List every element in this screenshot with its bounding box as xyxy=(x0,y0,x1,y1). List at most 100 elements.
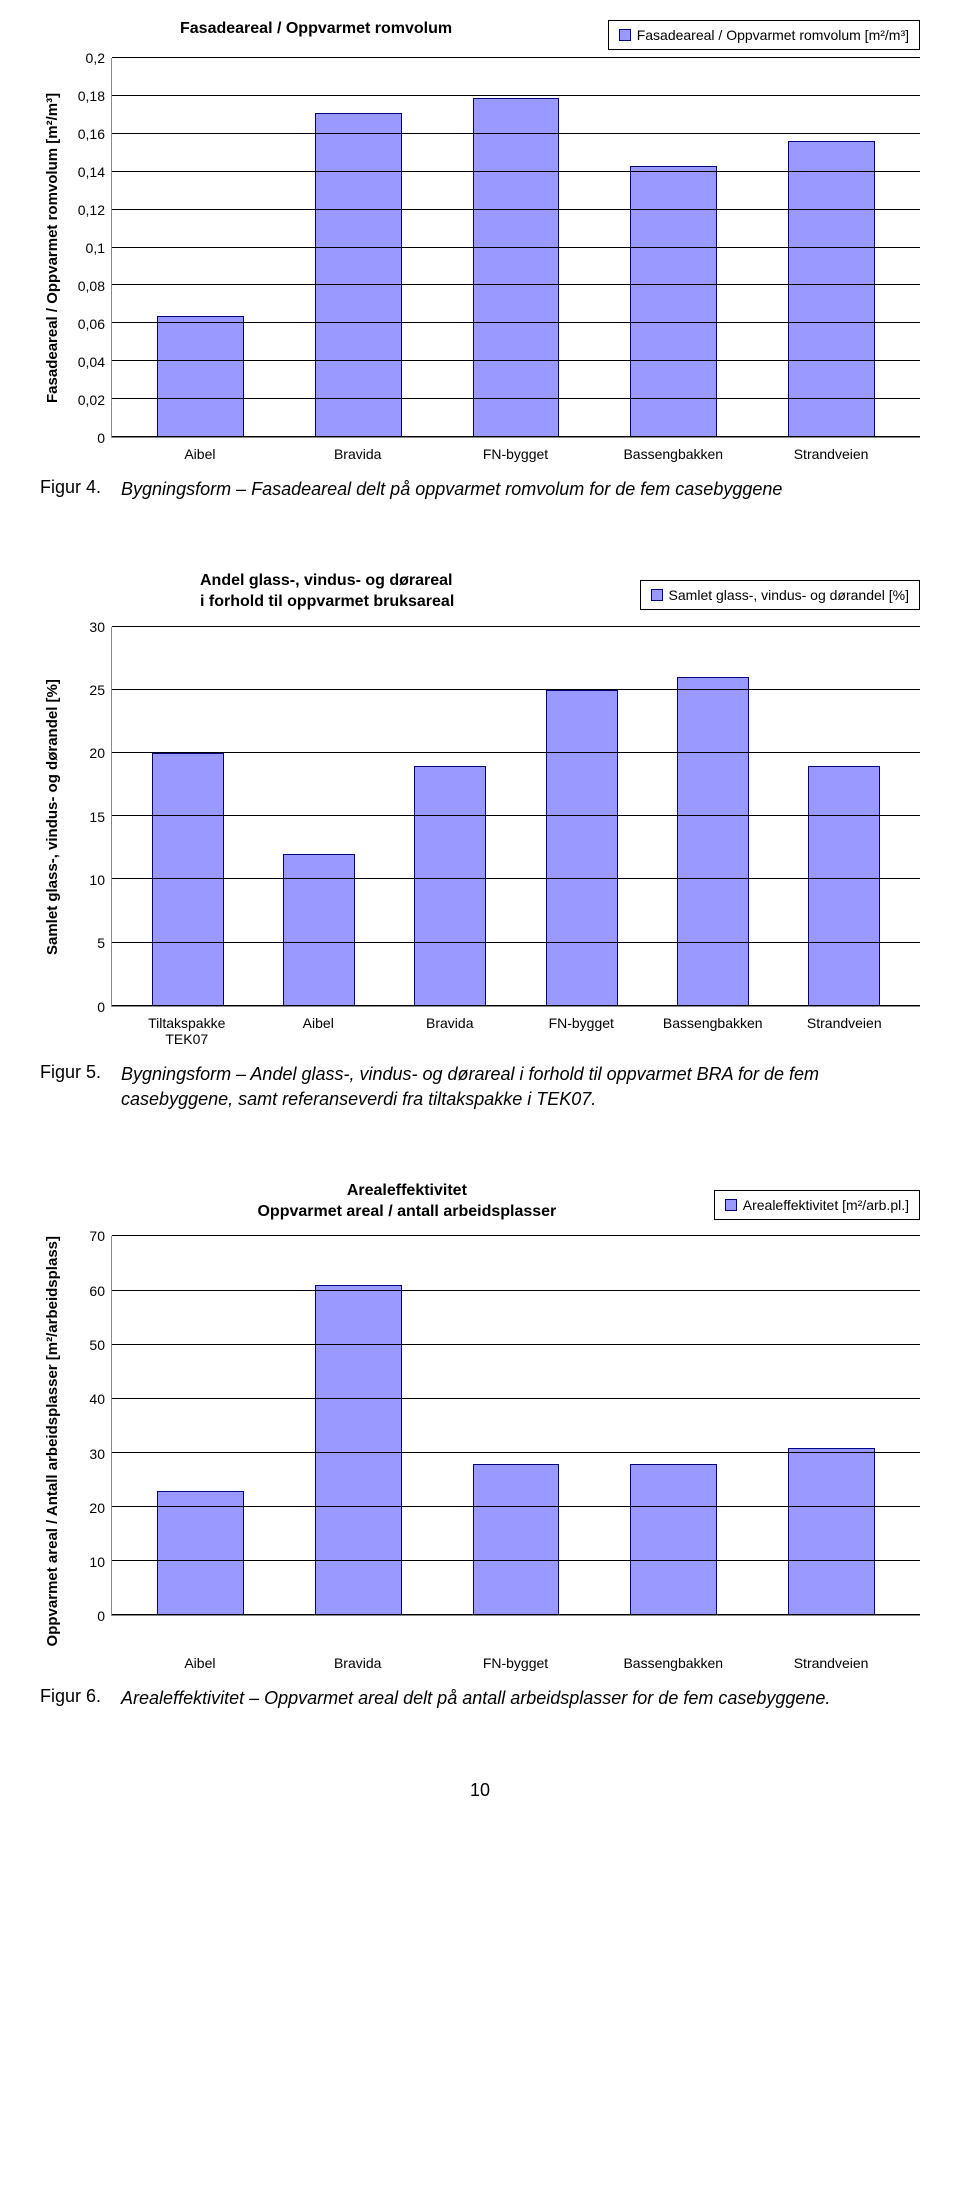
chart-1-title: Fasadeareal / Oppvarmet romvolum xyxy=(40,20,608,38)
x-axis-label: Aibel xyxy=(121,446,279,463)
x-axis-label: Strandveien xyxy=(752,1655,910,1672)
grid-line xyxy=(112,1398,920,1399)
y-tick-label: 0,02 xyxy=(78,392,105,408)
chart-1-x-area: AibelBravidaFN-byggetBassengbakkenStrand… xyxy=(111,446,920,463)
y-tick-label: 50 xyxy=(89,1337,105,1353)
y-tick-label: 0,12 xyxy=(78,202,105,218)
chart-3-legend: Arealeffektivitet [m²/arb.pl.] xyxy=(714,1190,920,1220)
grid-line xyxy=(112,1614,920,1615)
grid-line xyxy=(112,95,920,96)
grid-line xyxy=(112,942,920,943)
x-axis-label: Bassengbakken xyxy=(647,1015,779,1049)
chart-2-title-line2: i forhold til oppvarmet bruksareal xyxy=(200,593,454,610)
grid-line xyxy=(112,626,920,627)
bar xyxy=(677,677,749,1005)
y-tick-label: 30 xyxy=(89,619,105,635)
y-tick-label: 0,04 xyxy=(78,354,105,370)
y-tick-label: 15 xyxy=(89,809,105,825)
bar-slot xyxy=(437,58,595,437)
chart-3-bars xyxy=(112,1236,920,1615)
bar-slot xyxy=(647,627,778,1006)
chart-3-plot xyxy=(111,1236,920,1616)
x-axis-label: FN-bygget xyxy=(437,1655,595,1672)
chart-2-plot xyxy=(111,627,920,1007)
bar xyxy=(152,753,224,1006)
bar-slot xyxy=(752,1236,910,1615)
bar xyxy=(788,141,875,437)
chart-2-title: Andel glass-, vindus- og dørareal i forh… xyxy=(40,571,640,613)
bar-slot xyxy=(437,1236,595,1615)
grid-line xyxy=(112,398,920,399)
chart-3-title-line1: Arealeffektivitet xyxy=(347,1182,467,1199)
chart-1-legend-label: Fasadeareal / Oppvarmet romvolum [m²/m³] xyxy=(637,27,909,43)
bar-slot xyxy=(122,627,253,1006)
y-tick-label: 60 xyxy=(89,1283,105,1299)
chart-2-xlabels: TiltakspakkeTEK07AibelBravidaFN-byggetBa… xyxy=(111,1015,920,1049)
chart-2-caption: Figur 5. Bygningsform – Andel glass-, vi… xyxy=(40,1062,920,1111)
bar xyxy=(808,766,880,1006)
y-tick-label: 0,2 xyxy=(86,50,105,66)
chart-1-caption-text: Bygningsform – Fasadeareal delt på oppva… xyxy=(121,477,920,501)
chart-2-bars xyxy=(112,627,920,1006)
chart-2-caption-text: Bygningsform – Andel glass-, vindus- og … xyxy=(121,1062,920,1111)
grid-line xyxy=(112,752,920,753)
y-tick-label: 0 xyxy=(97,430,105,446)
chart-3: Arealeffektivitet Oppvarmet areal / anta… xyxy=(40,1181,920,1710)
x-axis-label: Aibel xyxy=(121,1655,279,1672)
chart-1-plot xyxy=(111,58,920,438)
grid-line xyxy=(112,133,920,134)
chart-2-caption-fig: Figur 5. xyxy=(40,1062,101,1083)
chart-2-legend-label: Samlet glass-, vindus- og dørandel [%] xyxy=(669,587,909,603)
grid-line xyxy=(112,878,920,879)
chart-2-title-line1: Andel glass-, vindus- og dørareal xyxy=(200,572,453,589)
grid-line xyxy=(112,436,920,437)
y-tick-label: 0,16 xyxy=(78,126,105,142)
chart-3-header: Arealeffektivitet Oppvarmet areal / anta… xyxy=(40,1181,920,1229)
chart-3-caption: Figur 6. Arealeffektivitet – Oppvarmet a… xyxy=(40,1686,920,1710)
bar xyxy=(630,166,717,437)
bar xyxy=(473,1464,560,1616)
chart-3-legend-label: Arealeffektivitet [m²/arb.pl.] xyxy=(743,1197,909,1213)
chart-1-area: Fasadeareal / Oppvarmet romvolum [m²/m³]… xyxy=(40,58,920,438)
chart-1-yticks: 00,020,040,060,080,10,120,140,160,180,2 xyxy=(65,58,111,438)
chart-3-caption-text: Arealeffektivitet – Oppvarmet areal delt… xyxy=(121,1686,920,1710)
chart-3-x-area: AibelBravidaFN-byggetBassengbakkenStrand… xyxy=(111,1655,920,1672)
chart-3-ylabel: Oppvarmet areal / Antall arbeidsplasser … xyxy=(40,1236,65,1646)
x-axis-label: Bravida xyxy=(384,1015,516,1049)
bar-slot xyxy=(280,1236,438,1615)
bar xyxy=(157,316,244,437)
x-axis-label: FN-bygget xyxy=(437,446,595,463)
chart-2-ylabel: Samlet glass-, vindus- og dørandel [%] xyxy=(40,627,65,1007)
grid-line xyxy=(112,1506,920,1507)
y-tick-label: 5 xyxy=(97,935,105,951)
x-axis-label: TiltakspakkeTEK07 xyxy=(121,1015,253,1049)
bar-slot xyxy=(779,627,910,1006)
grid-line xyxy=(112,1290,920,1291)
chart-1-caption-fig: Figur 4. xyxy=(40,477,101,498)
grid-line xyxy=(112,1344,920,1345)
y-tick-label: 10 xyxy=(89,872,105,888)
y-tick-label: 25 xyxy=(89,682,105,698)
chart-3-area: Oppvarmet areal / Antall arbeidsplasser … xyxy=(40,1236,920,1646)
grid-line xyxy=(112,322,920,323)
bar-slot xyxy=(253,627,384,1006)
bar xyxy=(788,1448,875,1616)
chart-1-xlabels: AibelBravidaFN-byggetBassengbakkenStrand… xyxy=(111,446,920,463)
grid-line xyxy=(112,1452,920,1453)
chart-3-title: Arealeffektivitet Oppvarmet areal / anta… xyxy=(40,1181,714,1223)
bar-slot xyxy=(595,1236,753,1615)
y-tick-label: 70 xyxy=(89,1228,105,1244)
y-tick-label: 0,06 xyxy=(78,316,105,332)
x-axis-label: Aibel xyxy=(253,1015,385,1049)
chart-1-bars xyxy=(112,58,920,437)
chart-1-header: Fasadeareal / Oppvarmet romvolum Fasadea… xyxy=(40,20,920,50)
y-tick-label: 0,14 xyxy=(78,164,105,180)
bar-slot xyxy=(516,627,647,1006)
bar-slot xyxy=(752,58,910,437)
grid-line xyxy=(112,815,920,816)
x-axis-label: FN-bygget xyxy=(516,1015,648,1049)
bar-slot xyxy=(280,58,438,437)
y-tick-label: 0 xyxy=(97,1608,105,1624)
chart-1-legend: Fasadeareal / Oppvarmet romvolum [m²/m³] xyxy=(608,20,920,50)
legend-swatch-icon xyxy=(619,29,631,41)
